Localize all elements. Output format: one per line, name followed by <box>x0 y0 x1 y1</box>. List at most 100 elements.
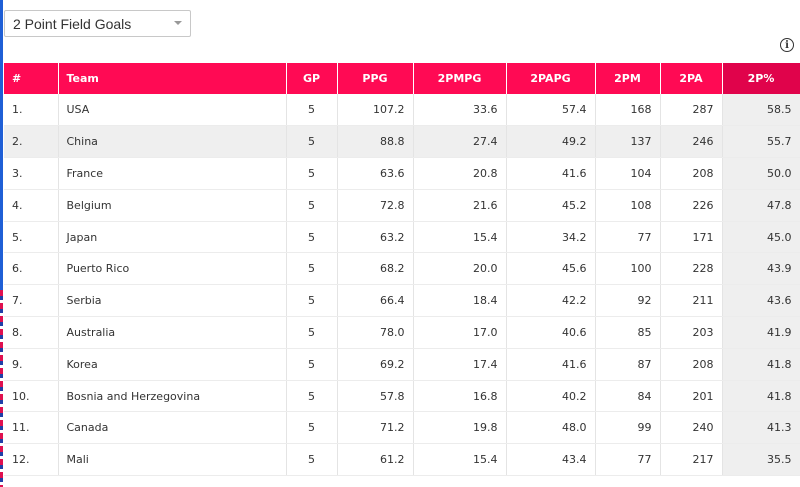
cell-2papg: 42.2 <box>506 284 596 318</box>
cell-rank: 3. <box>4 157 59 190</box>
cell-gp: 5 <box>286 252 338 286</box>
cell-2pa: 171 <box>660 221 723 254</box>
table-row: 8. Australia 5 78.0 17.0 40.6 85 203 41.9 <box>4 316 800 349</box>
header-2pmpg[interactable]: 2PMPG <box>413 63 507 94</box>
cell-ppg: 69.2 <box>337 348 414 381</box>
table-row: 7. Serbia 5 66.4 18.4 42.2 92 211 43.6 <box>4 284 800 318</box>
cell-2pa: 201 <box>660 380 723 413</box>
cell-rank: 4. <box>4 189 59 222</box>
cell-2papg: 48.0 <box>506 411 596 445</box>
header-gp[interactable]: GP <box>286 63 338 94</box>
cell-2pm: 87 <box>595 348 661 381</box>
stripe-blue <box>0 0 3 290</box>
cell-2papg: 41.6 <box>506 157 596 190</box>
cell-ppg: 63.6 <box>337 157 414 190</box>
cell-2p-pct: 55.7 <box>722 125 800 159</box>
cell-2pa: 203 <box>660 316 723 349</box>
chevron-down-icon <box>174 21 182 25</box>
cell-gp: 5 <box>286 348 338 381</box>
stripe-pattern <box>0 290 3 487</box>
table-row: 10. Bosnia and Herzegovina 5 57.8 16.8 40.2 84… <box>4 380 800 413</box>
cell-2p-pct: 58.5 <box>722 94 800 127</box>
cell-team: Japan <box>58 221 287 254</box>
cell-2papg: 34.2 <box>506 221 596 254</box>
cell-2p-pct: 43.9 <box>722 252 800 286</box>
cell-2pa: 240 <box>660 411 723 445</box>
cell-2pa: 208 <box>660 348 723 381</box>
info-icon[interactable]: i <box>780 38 794 52</box>
cell-2pa: 246 <box>660 125 723 159</box>
cell-rank: 8. <box>4 316 59 349</box>
cell-rank: 6. <box>4 252 59 286</box>
cell-2p-pct: 41.9 <box>722 316 800 349</box>
cell-2pmpg: 20.8 <box>413 157 507 190</box>
header-2pm[interactable]: 2PM <box>595 63 661 94</box>
cell-2p-pct: 47.8 <box>722 189 800 222</box>
header-rank[interactable]: # <box>4 63 59 94</box>
cell-2papg: 41.6 <box>506 348 596 381</box>
cell-2pm: 137 <box>595 125 661 159</box>
cell-rank: 10. <box>4 380 59 413</box>
cell-2papg: 45.6 <box>506 252 596 286</box>
cell-rank: 12. <box>4 443 59 477</box>
cell-2pmpg: 20.0 <box>413 252 507 286</box>
cell-2pmpg: 21.6 <box>413 189 507 222</box>
cell-2pm: 108 <box>595 189 661 222</box>
cell-rank: 5. <box>4 221 59 254</box>
cell-team: USA <box>58 94 287 127</box>
cell-team: Australia <box>58 316 287 349</box>
table-row: 12. Mali 5 61.2 15.4 43.4 77 217 35.5 <box>4 443 800 477</box>
cell-2p-pct: 41.8 <box>722 348 800 381</box>
cell-rank: 9. <box>4 348 59 381</box>
table-row: 2. China 5 88.8 27.4 49.2 137 246 55.7 <box>4 125 800 159</box>
cell-2p-pct: 41.8 <box>722 380 800 413</box>
cell-gp: 5 <box>286 411 338 445</box>
cell-2pmpg: 17.0 <box>413 316 507 349</box>
header-ppg[interactable]: PPG <box>337 63 414 94</box>
stat-category-select[interactable]: 2 Point Field Goals <box>4 10 191 37</box>
cell-ppg: 68.2 <box>337 252 414 286</box>
cell-2pm: 77 <box>595 221 661 254</box>
cell-2pm: 104 <box>595 157 661 190</box>
table-row: 6. Puerto Rico 5 68.2 20.0 45.6 100 228 43.9 <box>4 252 800 286</box>
cell-2papg: 40.2 <box>506 380 596 413</box>
header-2papg[interactable]: 2PAPG <box>506 63 596 94</box>
header-team[interactable]: Team <box>58 63 287 94</box>
cell-ppg: 88.8 <box>337 125 414 159</box>
cell-gp: 5 <box>286 189 338 222</box>
cell-rank: 7. <box>4 284 59 318</box>
cell-2p-pct: 41.3 <box>722 411 800 445</box>
cell-2p-pct: 50.0 <box>722 157 800 190</box>
header-2pa[interactable]: 2PA <box>660 63 723 94</box>
cell-gp: 5 <box>286 380 338 413</box>
cell-2pmpg: 19.8 <box>413 411 507 445</box>
header-2p-pct[interactable]: 2P% <box>722 63 800 94</box>
cell-rank: 2. <box>4 125 59 159</box>
cell-ppg: 61.2 <box>337 443 414 477</box>
cell-ppg: 107.2 <box>337 94 414 127</box>
cell-2papg: 40.6 <box>506 316 596 349</box>
cell-2pmpg: 33.6 <box>413 94 507 127</box>
cell-2pm: 168 <box>595 94 661 127</box>
cell-2pa: 217 <box>660 443 723 477</box>
cell-2pmpg: 15.4 <box>413 221 507 254</box>
cell-team: Canada <box>58 411 287 445</box>
stats-table: # Team GP PPG 2PMPG 2PAPG 2PM 2PA 2P% 1.… <box>4 63 800 477</box>
cell-team: Korea <box>58 348 287 381</box>
stat-category-value: 2 Point Field Goals <box>13 15 132 32</box>
cell-2papg: 49.2 <box>506 125 596 159</box>
cell-2pa: 226 <box>660 189 723 222</box>
cell-2p-pct: 45.0 <box>722 221 800 254</box>
cell-rank: 1. <box>4 94 59 127</box>
cell-ppg: 78.0 <box>337 316 414 349</box>
cell-rank: 11. <box>4 411 59 445</box>
table-row: 11. Canada 5 71.2 19.8 48.0 99 240 41.3 <box>4 411 800 445</box>
cell-ppg: 63.2 <box>337 221 414 254</box>
cell-2pm: 85 <box>595 316 661 349</box>
cell-ppg: 66.4 <box>337 284 414 318</box>
cell-2pa: 211 <box>660 284 723 318</box>
table-row: 3. France 5 63.6 20.8 41.6 104 208 50.0 <box>4 157 800 190</box>
cell-gp: 5 <box>286 94 338 127</box>
cell-gp: 5 <box>286 316 338 349</box>
table-row: 1. USA 5 107.2 33.6 57.4 168 287 58.5 <box>4 94 800 127</box>
